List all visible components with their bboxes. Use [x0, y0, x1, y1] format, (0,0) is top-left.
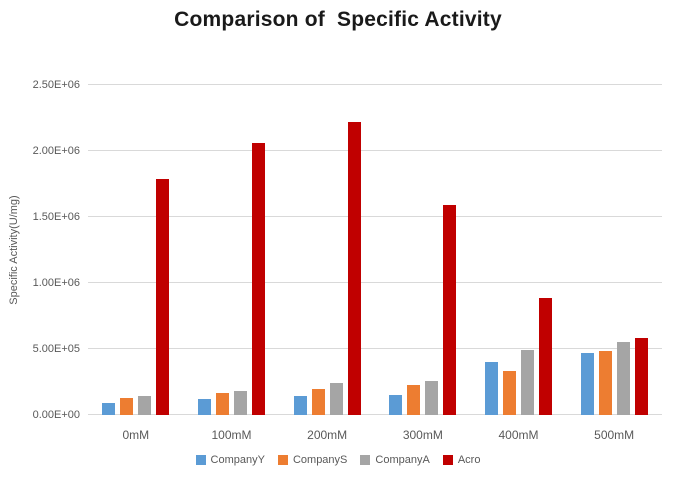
bar-group-300mM — [375, 85, 471, 415]
legend-swatch-icon — [195, 455, 206, 465]
y-tick-label: 5.00E+05 — [32, 343, 80, 355]
gridline — [88, 84, 662, 85]
bar-Acro-0mM — [156, 178, 170, 415]
bar-CompanyA-200mM — [329, 382, 343, 415]
legend: CompanyY CompanyS CompanyA Acro — [0, 454, 676, 466]
legend-swatch-icon — [277, 455, 288, 465]
x-axis-label-0mM: 0mM — [122, 428, 150, 442]
x-axis-label-200mM: 200mM — [307, 428, 348, 442]
bar-Acro-200mM — [347, 121, 361, 415]
gridline — [88, 348, 662, 349]
legend-label: Acro — [457, 454, 481, 466]
gridline — [88, 414, 662, 415]
bar-Acro-100mM — [252, 143, 265, 415]
bar-CompanyA-300mM — [425, 380, 439, 415]
x-axis-label-100mM: 100mM — [211, 428, 252, 442]
bar-group-400mM — [471, 85, 567, 415]
bar-CompanyS-0mM — [120, 397, 134, 415]
bar-CompanyA-0mM — [138, 395, 152, 415]
gridline — [88, 216, 662, 217]
x-axis-label-300mM: 300mM — [402, 428, 443, 442]
bar-Acro-500mM — [634, 338, 648, 415]
bar-CompanyS-400mM — [503, 370, 517, 415]
bar-CompanyS-300mM — [407, 384, 421, 415]
chart-title: Comparison of Specific Activity — [174, 8, 502, 31]
bar-Acro-300mM — [443, 205, 457, 415]
legend-item-CompanyA: CompanyA — [360, 454, 430, 466]
bar-CompanyY-200mM — [293, 395, 307, 415]
bar-group-500mM — [566, 85, 662, 415]
y-tick-label: 2.50E+06 — [32, 79, 80, 91]
legend-item-CompanyY: CompanyY — [195, 454, 265, 466]
bar-CompanyY-100mM — [198, 399, 211, 415]
bar-CompanyY-500mM — [580, 352, 594, 415]
y-tick-label: 1.00E+06 — [32, 277, 80, 289]
legend-label: CompanyA — [375, 454, 430, 466]
bar-CompanyY-400mM — [485, 362, 499, 415]
gridline — [88, 282, 662, 283]
legend-swatch-icon — [442, 455, 453, 465]
legend-label: CompanyY — [210, 454, 265, 466]
bar-CompanyA-400mM — [521, 350, 535, 415]
y-tick-label: 0.00E+00 — [32, 409, 80, 421]
plot-area — [88, 84, 662, 415]
bar-CompanyA-100mM — [234, 391, 247, 415]
bar-CompanyS-200mM — [311, 389, 325, 415]
legend-label: CompanyS — [292, 454, 348, 466]
bar-groups — [88, 85, 662, 415]
legend-item-CompanyS: CompanyS — [277, 454, 348, 466]
x-axis-label-400mM: 400mM — [498, 428, 539, 442]
x-axis-label-500mM: 500mM — [594, 428, 635, 442]
bar-CompanyS-500mM — [598, 350, 612, 415]
bar-CompanyY-0mM — [102, 403, 116, 415]
legend-swatch-icon — [360, 455, 371, 465]
bar-CompanyA-500mM — [616, 342, 630, 415]
y-tick-label: 1.50E+06 — [32, 211, 80, 223]
legend-item-Acro: Acro — [442, 454, 481, 466]
bar-group-200mM — [279, 85, 375, 415]
y-tick-label: 2.00E+06 — [32, 145, 80, 157]
bar-CompanyY-300mM — [389, 395, 403, 415]
bar-group-0mM — [88, 85, 184, 415]
bar-Acro-400mM — [539, 297, 553, 415]
gridline — [88, 150, 662, 151]
bar-group-100mM — [184, 85, 280, 415]
bar-CompanyS-100mM — [216, 392, 229, 415]
